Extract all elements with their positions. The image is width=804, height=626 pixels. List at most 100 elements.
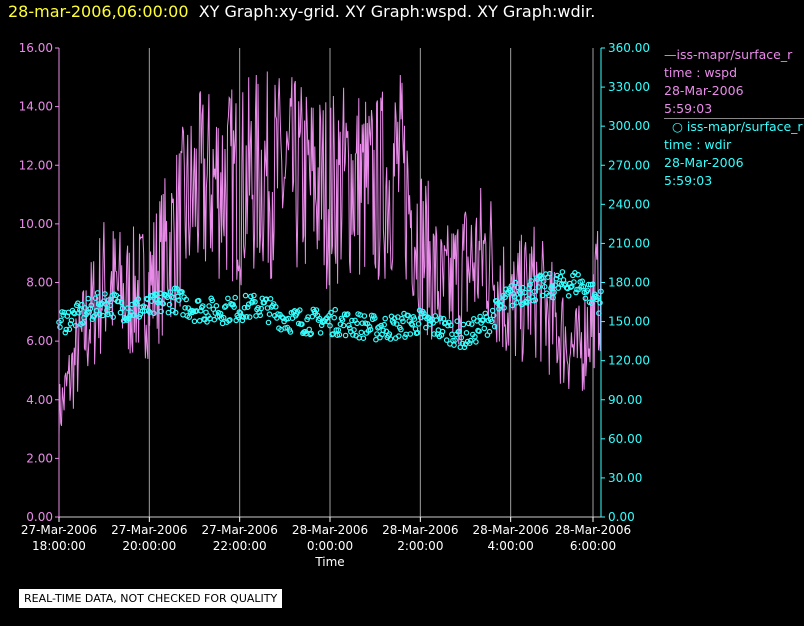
x-tick-time: 6:00:00	[570, 539, 616, 553]
wdir-point	[465, 320, 472, 327]
wdir-point	[243, 313, 250, 320]
wdir-point	[458, 334, 465, 341]
wdir-point	[574, 286, 580, 293]
left-tick-label: 2.00	[26, 451, 53, 465]
wdir-point	[280, 315, 286, 322]
wdir-point	[510, 290, 517, 297]
wdir-point	[501, 304, 507, 311]
wdir-point	[149, 298, 155, 305]
wdir-point	[539, 292, 546, 299]
x-tick-date: 28-Mar-2006	[382, 523, 458, 537]
left-tick-label: 8.00	[26, 276, 53, 290]
wdir-point	[549, 283, 555, 289]
wdir-point	[136, 314, 143, 320]
right-tick-label: 150.00	[608, 315, 650, 329]
wdir-point	[332, 306, 339, 313]
right-tick-label: 210.00	[608, 236, 650, 250]
wdir-point	[537, 272, 544, 279]
wdir-point	[393, 321, 400, 327]
wdir-point	[325, 318, 331, 325]
wdir-point	[239, 317, 246, 324]
wdir-point	[299, 321, 305, 328]
wdir-point	[217, 310, 224, 317]
wdir-point	[62, 329, 69, 336]
wdir-point	[139, 308, 146, 314]
wdir-point	[546, 292, 552, 299]
wdir-point	[405, 312, 412, 319]
wdir-point	[361, 313, 368, 319]
wdir-point	[553, 275, 560, 282]
wdir-point	[535, 284, 542, 290]
wdir-point	[68, 317, 75, 324]
legend-wspd-time: 5:59:03	[664, 101, 713, 116]
wdir-point	[588, 300, 595, 307]
wdir-point	[119, 305, 126, 312]
legend-wdir-time: 5:59:03	[664, 173, 713, 188]
wdir-point	[258, 305, 265, 312]
wdir-point	[145, 308, 152, 314]
wdir-point	[237, 310, 244, 316]
left-tick-label: 16.00	[19, 41, 53, 55]
wdir-point	[427, 321, 433, 327]
wdir-point	[582, 295, 589, 302]
wdir-point	[431, 331, 438, 337]
wdir-point	[398, 326, 404, 333]
wdir-point	[339, 317, 346, 323]
wdir-point	[448, 322, 454, 329]
wdir-point	[463, 329, 470, 336]
wdir-point	[172, 309, 179, 316]
wdir-point	[482, 310, 489, 317]
right-tick-label: 240.00	[608, 197, 650, 211]
right-tick-label: 180.00	[608, 276, 650, 290]
x-tick-time: 18:00:00	[32, 539, 86, 553]
wdir-point	[66, 326, 73, 333]
wdir-point	[179, 289, 185, 295]
wdir-point	[344, 311, 351, 317]
wdir-point	[327, 322, 333, 329]
wdir-point	[88, 302, 95, 309]
wdir-point	[565, 292, 572, 299]
wdir-point	[93, 307, 100, 314]
wdir-point	[374, 331, 380, 337]
wdir-point	[409, 321, 416, 328]
wdir-point	[440, 315, 447, 322]
right-tick-label: 360.00	[608, 41, 650, 55]
x-tick-time: 20:00:00	[122, 539, 176, 553]
wdir-point	[87, 305, 94, 312]
wdir-point	[265, 319, 272, 326]
right-tick-label: 120.00	[608, 354, 650, 368]
wdir-point	[358, 329, 365, 336]
wdir-point	[532, 297, 539, 303]
wdir-point	[486, 328, 493, 335]
wdir-point	[92, 295, 99, 302]
wdir-point	[488, 318, 495, 325]
x-tick-time: 2:00:00	[397, 539, 443, 553]
wdir-point	[90, 313, 97, 320]
wdir-point	[331, 314, 338, 321]
wdir-point	[176, 297, 182, 303]
left-tick-label: 4.00	[26, 393, 53, 407]
wdir-point	[241, 304, 248, 311]
wdir-point	[491, 323, 498, 330]
wdir-point	[96, 311, 103, 318]
wdir-point	[551, 289, 557, 296]
wdir-point	[220, 314, 227, 321]
legend-divider	[664, 118, 804, 119]
wdir-point	[198, 307, 204, 314]
wdir-point	[135, 296, 142, 302]
wdir-point	[151, 310, 157, 317]
wdir-point	[476, 328, 482, 335]
x-tick-date: 27-Mar-2006	[21, 523, 97, 537]
wdir-point	[579, 278, 586, 285]
wdir-point	[567, 284, 574, 291]
x-tick-date: 27-Mar-2006	[111, 523, 187, 537]
right-tick-label: 0.00	[608, 510, 635, 524]
wdir-point	[317, 330, 324, 336]
wdir-point	[528, 278, 535, 284]
right-tick-label: 330.00	[608, 80, 650, 94]
wdir-point	[350, 332, 356, 338]
wdir-point	[373, 336, 379, 343]
left-tick-label: 10.00	[19, 217, 53, 231]
wdir-point	[547, 270, 553, 277]
wdir-point	[118, 299, 125, 306]
